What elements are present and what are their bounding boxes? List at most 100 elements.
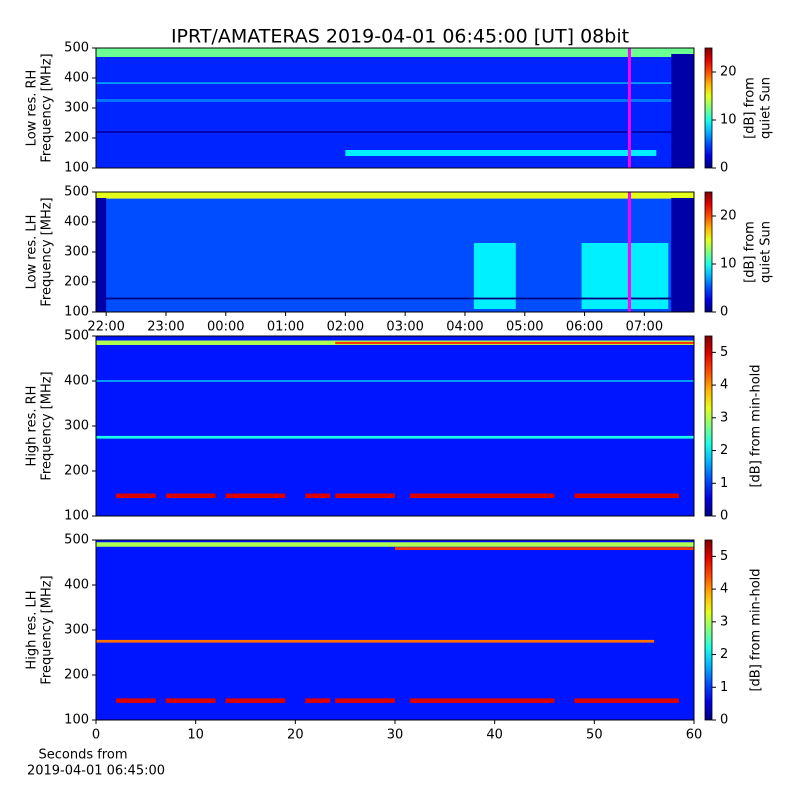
y-axis-label: Low res. LH bbox=[25, 215, 40, 290]
heatmap-cell bbox=[225, 698, 286, 703]
colorbar-tick-label: 10 bbox=[720, 257, 737, 272]
x-tick-label: 01:00 bbox=[267, 320, 304, 335]
colorbar-tick-label: 3 bbox=[720, 614, 728, 629]
colorbar bbox=[704, 539, 713, 721]
y-tick-label: 300 bbox=[64, 245, 89, 260]
heatmap-cell bbox=[115, 698, 156, 703]
y-tick-label: 400 bbox=[64, 71, 89, 86]
y-tick-label: 200 bbox=[64, 464, 89, 479]
colorbar-tick-label: 2 bbox=[720, 443, 728, 458]
heatmap-cell bbox=[96, 131, 694, 133]
x-tick-label: 20 bbox=[287, 728, 304, 743]
heatmap-background bbox=[96, 540, 694, 720]
x-tick-label: 30 bbox=[387, 728, 404, 743]
y-axis-label: High res. RH bbox=[25, 386, 40, 467]
heatmap-cell bbox=[96, 82, 694, 84]
y-tick-label: 100 bbox=[64, 305, 89, 320]
heatmap-cell bbox=[574, 493, 680, 498]
x-axis-label: 2019-04-01 06:45:00 bbox=[27, 764, 165, 779]
heatmap-cell bbox=[409, 493, 555, 498]
y-axis-label: Frequency [MHz] bbox=[40, 53, 55, 162]
heatmap-cell bbox=[96, 192, 694, 199]
x-tick-label: 07:00 bbox=[626, 320, 663, 335]
heatmap-cell bbox=[345, 150, 657, 156]
colorbar-label: quiet Sun bbox=[759, 77, 774, 139]
y-tick-label: 200 bbox=[64, 131, 89, 146]
heatmap-cell bbox=[96, 639, 655, 643]
colorbar-label: [dB] from bbox=[743, 77, 758, 139]
y-tick-label: 300 bbox=[64, 623, 89, 638]
heatmap-cell bbox=[96, 542, 694, 547]
heatmap-cell bbox=[165, 493, 216, 498]
y-tick-label: 300 bbox=[64, 101, 89, 116]
y-axis-label: High res. LH bbox=[25, 590, 40, 669]
y-tick-label: 100 bbox=[64, 713, 89, 728]
x-tick-label: 10 bbox=[187, 728, 204, 743]
colorbar-label: [dB] from min-hold bbox=[749, 568, 764, 691]
x-tick-label: 04:00 bbox=[446, 320, 483, 335]
heatmap-cell bbox=[409, 698, 555, 703]
colorbar bbox=[704, 335, 713, 517]
heatmap-cell bbox=[574, 698, 680, 703]
colorbar-tick-label: 0 bbox=[720, 161, 728, 176]
heatmap-cell bbox=[671, 54, 694, 168]
colorbar-tick-label: 1 bbox=[720, 680, 728, 695]
y-tick-label: 100 bbox=[64, 509, 89, 524]
heatmap-cell bbox=[165, 698, 216, 703]
x-tick-label: 60 bbox=[686, 728, 703, 743]
y-tick-label: 200 bbox=[64, 668, 89, 683]
x-tick-label: 02:00 bbox=[327, 320, 364, 335]
x-tick-label: 22:00 bbox=[87, 320, 124, 335]
heatmap-cell bbox=[96, 48, 694, 57]
colorbar bbox=[704, 191, 713, 313]
colorbar-label: [dB] from bbox=[743, 221, 758, 283]
x-tick-label: 00:00 bbox=[207, 320, 244, 335]
colorbar-tick-label: 2 bbox=[720, 647, 728, 662]
y-tick-label: 500 bbox=[64, 185, 89, 200]
heatmap-cell bbox=[305, 698, 331, 703]
heatmap-cell bbox=[335, 493, 395, 498]
heatmap-background bbox=[96, 48, 694, 168]
heatmap-cell bbox=[115, 493, 156, 498]
x-tick-label: 50 bbox=[586, 728, 603, 743]
heatmap-cell bbox=[335, 341, 694, 345]
colorbar-tick-label: 0 bbox=[720, 509, 728, 524]
y-axis-label: Frequency [MHz] bbox=[40, 371, 55, 480]
y-tick-label: 500 bbox=[64, 533, 89, 548]
colorbar-tick-label: 0 bbox=[720, 305, 728, 320]
y-tick-label: 400 bbox=[64, 215, 89, 230]
y-tick-label: 200 bbox=[64, 275, 89, 290]
heatmap-background bbox=[96, 336, 694, 516]
x-axis-label: Seconds from bbox=[38, 748, 127, 763]
x-tick-label: 06:00 bbox=[566, 320, 603, 335]
heatmap-cell bbox=[671, 198, 694, 312]
y-tick-label: 300 bbox=[64, 419, 89, 434]
y-axis-label: Frequency [MHz] bbox=[40, 197, 55, 306]
x-tick-label: 0 bbox=[92, 728, 100, 743]
figure-title: IPRT/AMATERAS 2019-04-01 06:45:00 [UT] 0… bbox=[171, 26, 629, 48]
colorbar-label: [dB] from min-hold bbox=[749, 364, 764, 487]
heatmap-cell bbox=[335, 698, 395, 703]
colorbar-tick-label: 4 bbox=[720, 582, 728, 597]
colorbar-tick-label: 3 bbox=[720, 410, 728, 425]
colorbar-tick-label: 0 bbox=[720, 713, 728, 728]
colorbar-tick-label: 1 bbox=[720, 476, 728, 491]
heatmap-cell bbox=[96, 99, 694, 102]
colorbar-tick-label: 5 bbox=[720, 345, 728, 360]
x-tick-label: 05:00 bbox=[506, 320, 543, 335]
heatmap-cell bbox=[395, 547, 694, 550]
y-tick-label: 100 bbox=[64, 161, 89, 176]
heatmap-cell bbox=[96, 297, 694, 300]
y-axis-label: Low res. RH bbox=[25, 70, 40, 147]
heatmap-cell bbox=[96, 380, 694, 382]
colorbar-tick-label: 10 bbox=[720, 113, 737, 128]
heatmap-cell bbox=[96, 198, 107, 312]
heatmap-cell bbox=[96, 435, 694, 439]
colorbar-tick-label: 20 bbox=[720, 209, 737, 224]
heatmap-cell bbox=[305, 493, 331, 498]
y-tick-label: 400 bbox=[64, 374, 89, 389]
colorbar-tick-label: 4 bbox=[720, 378, 728, 393]
heatmap-cell bbox=[225, 493, 286, 498]
colorbar-label: quiet Sun bbox=[759, 221, 774, 283]
